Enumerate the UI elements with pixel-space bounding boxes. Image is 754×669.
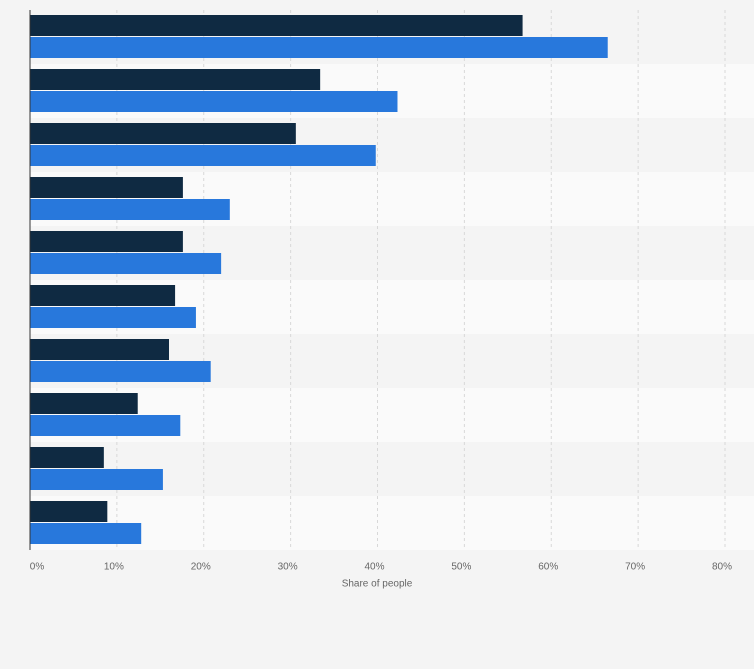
x-axis-label: Share of people [342, 579, 413, 590]
bar [30, 361, 211, 382]
bar [30, 231, 183, 252]
bar [30, 199, 230, 220]
bar [30, 145, 376, 166]
row-band [30, 496, 754, 550]
x-tick-label: 0% [30, 562, 45, 573]
x-tick-label: 30% [278, 562, 298, 573]
bar [30, 285, 176, 306]
x-tick-label: 60% [538, 562, 558, 573]
bar [30, 447, 104, 468]
x-tick-label: 10% [104, 562, 124, 573]
bar [30, 15, 523, 36]
bar [30, 415, 181, 436]
bar [30, 177, 183, 198]
bar [30, 253, 222, 274]
bar [30, 69, 321, 90]
x-tick-label: 50% [451, 562, 471, 573]
x-tick-label: 40% [364, 562, 384, 573]
bar [30, 91, 398, 112]
bar [30, 123, 296, 144]
bar [30, 37, 608, 58]
bar [30, 307, 196, 328]
bar [30, 523, 142, 544]
bar [30, 393, 138, 414]
x-tick-label: 20% [191, 562, 211, 573]
bar [30, 501, 108, 522]
x-tick-label: 70% [625, 562, 645, 573]
bar [30, 469, 163, 490]
x-tick-label: 80% [712, 562, 732, 573]
bar [30, 339, 169, 360]
